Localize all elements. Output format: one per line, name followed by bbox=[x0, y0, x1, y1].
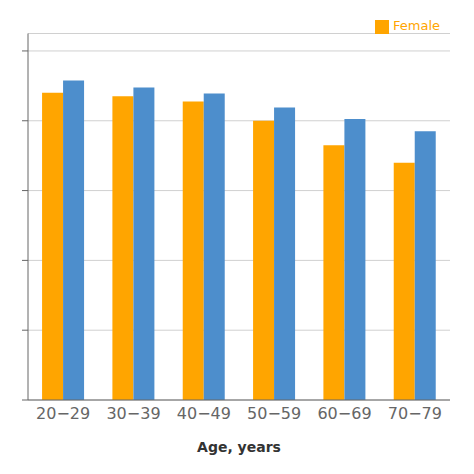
svg-text:20−29: 20−29 bbox=[36, 404, 90, 423]
svg-text:Age, years: Age, years bbox=[197, 439, 281, 455]
svg-text:60−69: 60−69 bbox=[317, 404, 371, 423]
svg-text:40−49: 40−49 bbox=[177, 404, 231, 423]
svg-text:70−79: 70−79 bbox=[388, 404, 442, 423]
svg-text:50−59: 50−59 bbox=[247, 404, 301, 423]
html-text:Female: Female bbox=[393, 18, 440, 33]
svg-text:30−39: 30−39 bbox=[106, 404, 160, 423]
